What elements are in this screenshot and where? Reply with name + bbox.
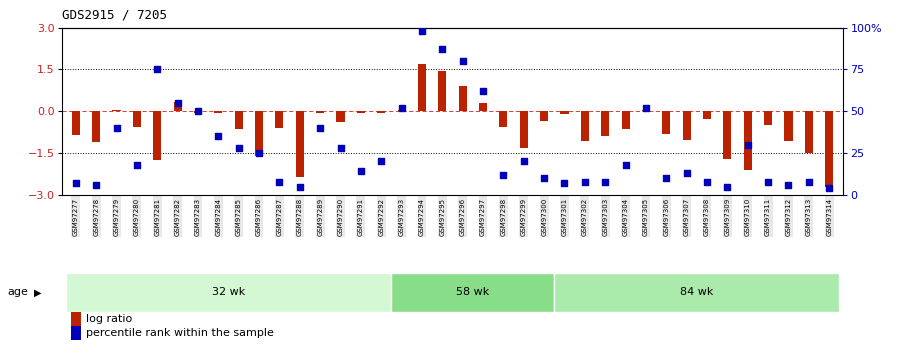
Bar: [337, 111, 345, 122]
Point: [292, 184, 307, 189]
Bar: [174, 101, 182, 111]
Point: [659, 176, 673, 181]
Bar: [703, 111, 711, 119]
Bar: [92, 111, 100, 142]
Bar: [744, 111, 752, 170]
Point: [395, 105, 409, 111]
Point: [170, 100, 185, 106]
Bar: [662, 111, 671, 134]
Bar: [66, 273, 391, 312]
Point: [822, 186, 836, 191]
Point: [761, 179, 776, 184]
Point: [476, 88, 491, 94]
Point: [272, 179, 287, 184]
Bar: [723, 111, 731, 159]
Point: [191, 108, 205, 114]
Text: percentile rank within the sample: percentile rank within the sample: [86, 328, 274, 338]
Point: [455, 58, 470, 64]
Bar: [682, 111, 691, 140]
Bar: [500, 111, 508, 127]
Text: GDS2915 / 7205: GDS2915 / 7205: [62, 9, 167, 22]
Point: [354, 169, 368, 174]
Point: [537, 176, 551, 181]
Point: [150, 67, 165, 72]
Point: [89, 182, 103, 188]
Point: [517, 159, 531, 164]
Text: 58 wk: 58 wk: [456, 287, 490, 297]
Bar: [133, 111, 141, 127]
Bar: [194, 111, 202, 113]
Bar: [601, 111, 609, 136]
Point: [232, 145, 246, 151]
Point: [598, 179, 613, 184]
Point: [435, 47, 450, 52]
Point: [110, 125, 124, 131]
Bar: [785, 111, 793, 140]
Point: [129, 162, 144, 168]
Point: [69, 180, 83, 186]
Point: [252, 150, 266, 156]
Bar: [554, 273, 840, 312]
Bar: [805, 111, 813, 153]
Point: [374, 159, 388, 164]
Bar: [438, 71, 446, 111]
Point: [313, 125, 328, 131]
Bar: [397, 110, 405, 111]
Bar: [275, 111, 283, 128]
Point: [211, 134, 225, 139]
Bar: [825, 111, 834, 187]
Point: [496, 172, 510, 178]
Bar: [459, 86, 467, 111]
Point: [333, 145, 348, 151]
Point: [618, 162, 633, 168]
Bar: [71, 111, 80, 135]
Bar: [540, 111, 548, 121]
Point: [639, 105, 653, 111]
Bar: [214, 111, 223, 114]
Bar: [642, 110, 650, 111]
Bar: [581, 111, 589, 140]
Text: ▶: ▶: [34, 287, 42, 297]
Bar: [391, 273, 554, 312]
Bar: [622, 111, 630, 129]
Bar: [316, 111, 324, 114]
Bar: [153, 111, 161, 160]
Bar: [560, 111, 568, 114]
Point: [577, 179, 592, 184]
Bar: [764, 111, 772, 125]
Text: 84 wk: 84 wk: [681, 287, 713, 297]
Text: age: age: [7, 287, 28, 297]
Bar: [234, 111, 243, 129]
Point: [781, 182, 795, 188]
Point: [740, 142, 755, 148]
Bar: [296, 111, 304, 177]
Point: [700, 179, 714, 184]
Bar: [418, 64, 426, 111]
Text: log ratio: log ratio: [86, 314, 132, 324]
Bar: [357, 111, 365, 113]
Text: 32 wk: 32 wk: [212, 287, 245, 297]
Point: [680, 170, 694, 176]
Point: [557, 180, 572, 186]
Bar: [479, 104, 487, 111]
Point: [720, 184, 735, 189]
Point: [802, 179, 816, 184]
Bar: [255, 111, 263, 156]
Bar: [112, 110, 120, 111]
Point: [414, 28, 429, 34]
Bar: [519, 111, 528, 148]
Bar: [377, 111, 386, 114]
